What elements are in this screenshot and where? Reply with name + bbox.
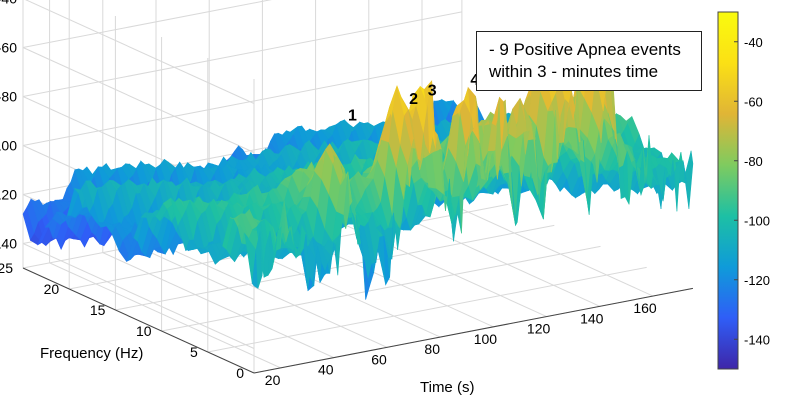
peak-label: 3	[428, 82, 437, 99]
y-axis-label: Frequency (Hz)	[40, 345, 143, 362]
y-tick-label: 15	[90, 302, 106, 318]
y-tick-label: 25	[0, 260, 13, 276]
x-tick-label: 80	[424, 341, 440, 357]
x-tick-label: 140	[580, 310, 604, 326]
x-tick-label: 100	[474, 331, 498, 347]
floor-grid-line	[207, 266, 647, 353]
annotation-line-1: - 9 Positive Apnea events	[489, 40, 681, 59]
colorbar-tick-label: -100	[744, 213, 770, 228]
back-wall-grid-line	[22, 11, 462, 97]
colorbar: -140 -120 -100 -80 -60 -40	[717, 11, 770, 370]
side-wall-grid-line	[25, 0, 255, 104]
x-tick-label: 120	[527, 321, 551, 337]
peak-label: 1	[348, 108, 357, 125]
back-wall-grid-line	[22, 60, 462, 146]
back-wall-grid-line	[22, 0, 272, 48]
colorbar-tick-label: -40	[744, 35, 763, 50]
z-tick-label: -140	[0, 236, 17, 252]
z-tick-label: -120	[0, 187, 17, 203]
y-tick-label: 20	[44, 281, 60, 297]
y-tick-label: 10	[136, 323, 152, 339]
y-tick-label: 5	[190, 344, 198, 360]
floor-grid-line	[315, 211, 547, 318]
colorbar-bar	[717, 11, 739, 370]
x-axis-label: Time (s)	[420, 379, 474, 396]
peak-label: 4	[470, 72, 479, 89]
x-tick-label: 40	[318, 362, 334, 378]
floor-grid-line	[115, 224, 555, 311]
z-tick-label: -60	[0, 40, 17, 56]
axis-ticks: 20 40 60 80 100 120 140 160 0 5 10 15 20 25 -140 -120 -1…	[0, 0, 657, 388]
surface-ribbons	[22, 46, 694, 300]
floor-grid-line	[102, 252, 335, 359]
floor-grid-line	[155, 241, 388, 348]
annotation-line-2: within 3 - minutes time	[489, 62, 659, 81]
z-tick-label: -100	[0, 138, 17, 154]
x-axis-line	[253, 287, 693, 374]
x-tick-label: 60	[371, 351, 387, 367]
peak-label: 2	[409, 91, 418, 108]
floor-grid-line	[161, 245, 601, 332]
colorbar-tick-label: -60	[744, 94, 763, 109]
surface-patch	[686, 150, 694, 209]
x-tick-label: 20	[265, 372, 281, 388]
x-tick-label: 160	[633, 300, 657, 316]
y-tick-label: 0	[236, 365, 244, 381]
z-tick-label: -80	[0, 89, 17, 105]
z-tick-label: -40	[0, 0, 17, 7]
colorbar-tick-label: -80	[744, 154, 763, 169]
side-wall-grid-line	[22, 47, 255, 153]
side-wall-grid-line	[22, 243, 255, 349]
floor-grid-line	[49, 262, 281, 369]
colorbar-tick-label: -120	[744, 273, 770, 288]
y-axis-line	[22, 267, 255, 374]
colorbar-tick-label: -140	[744, 332, 770, 347]
annotation-box: - 9 Positive Apnea events within 3 - min…	[476, 31, 702, 91]
